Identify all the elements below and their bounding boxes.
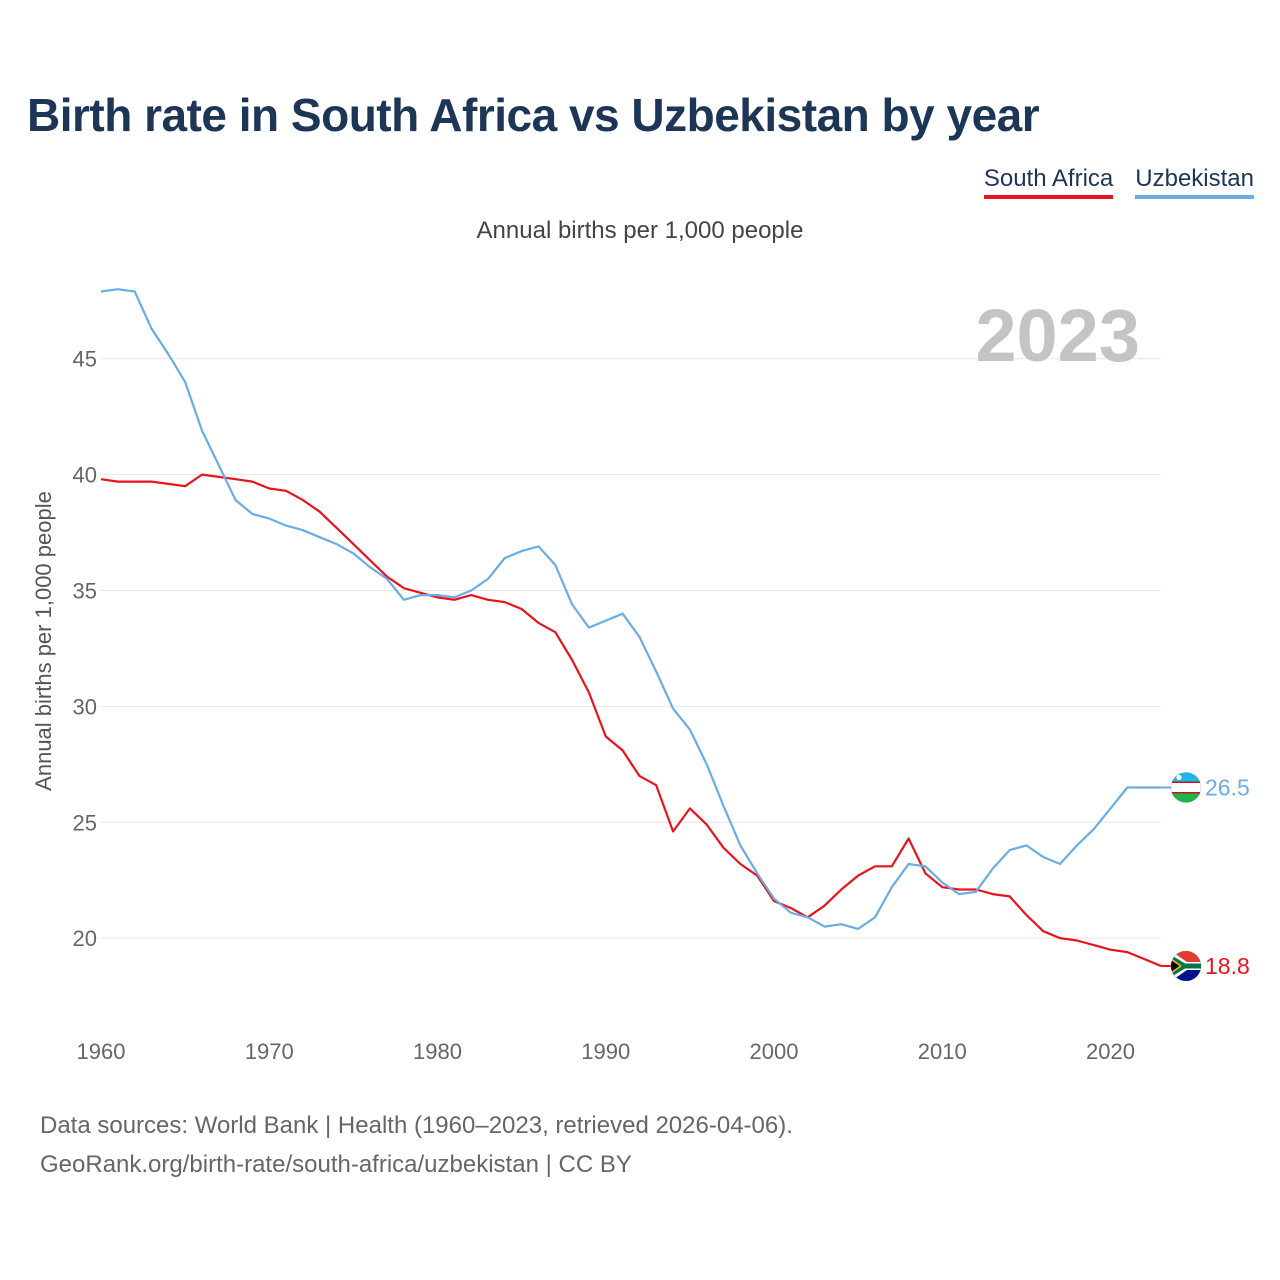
x-tick-label: 2000 [750, 1039, 799, 1064]
x-tick-label: 1990 [581, 1039, 630, 1064]
x-tick-label: 1980 [413, 1039, 462, 1064]
y-tick-label: 35 [73, 578, 97, 603]
y-axis-ticks: 20 25 30 35 40 45 [73, 347, 97, 951]
y-tick-label: 45 [73, 347, 97, 372]
gridlines [101, 358, 1161, 939]
sources-line-1: Data sources: World Bank | Health (1960–… [40, 1112, 793, 1139]
sources-line-2: GeoRank.org/birth-rate/south-africa/uzbe… [40, 1151, 632, 1178]
x-tick-label: 2010 [918, 1039, 967, 1064]
sources: Data sources: World Bank | Health (1960–… [40, 1106, 793, 1184]
y-tick-label: 20 [73, 926, 97, 951]
x-tick-label: 1960 [77, 1039, 126, 1064]
end-value-label: 18.8 [1205, 953, 1250, 979]
series-line-uzbekistan [100, 288, 1161, 931]
end-markers: 18.8 26.5 [1161, 772, 1250, 982]
x-axis-ticks: 1960 1970 1980 1990 2000 2010 2020 [77, 1039, 1135, 1064]
south-africa-flag-icon [1171, 950, 1201, 981]
year-watermark: 2023 [975, 294, 1140, 377]
series-line-south-africa [100, 473, 1162, 968]
legend: South Africa Uzbekistan [983, 165, 1254, 199]
y-axis-label: Annual births per 1,000 people [31, 491, 56, 791]
y-tick-label: 30 [73, 694, 97, 719]
x-tick-label: 2020 [1086, 1039, 1135, 1064]
uzbekistan-flag-icon [1171, 772, 1201, 803]
legend-item-uzbekistan[interactable]: Uzbekistan [1135, 165, 1254, 199]
legend-item-south-africa[interactable]: South Africa [983, 165, 1114, 199]
chart-subtitle: Annual births per 1,000 people [476, 217, 804, 244]
y-tick-label: 25 [73, 810, 97, 835]
x-tick-label: 1970 [245, 1039, 294, 1064]
y-tick-label: 40 [73, 463, 97, 488]
end-value-label: 26.5 [1205, 774, 1250, 800]
series-lines [100, 288, 1162, 968]
page-title: Birth rate in South Africa vs Uzbekistan… [27, 89, 1040, 141]
